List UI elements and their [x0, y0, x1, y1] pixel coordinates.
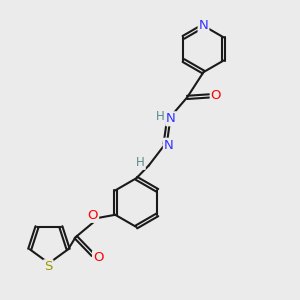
Text: H: H [136, 156, 145, 169]
Text: O: O [93, 251, 104, 264]
Text: N: N [166, 112, 176, 125]
Text: S: S [44, 260, 52, 273]
Text: O: O [88, 209, 98, 222]
Text: N: N [199, 19, 208, 32]
Text: O: O [211, 89, 221, 102]
Text: H: H [156, 110, 165, 123]
Text: N: N [164, 139, 174, 152]
